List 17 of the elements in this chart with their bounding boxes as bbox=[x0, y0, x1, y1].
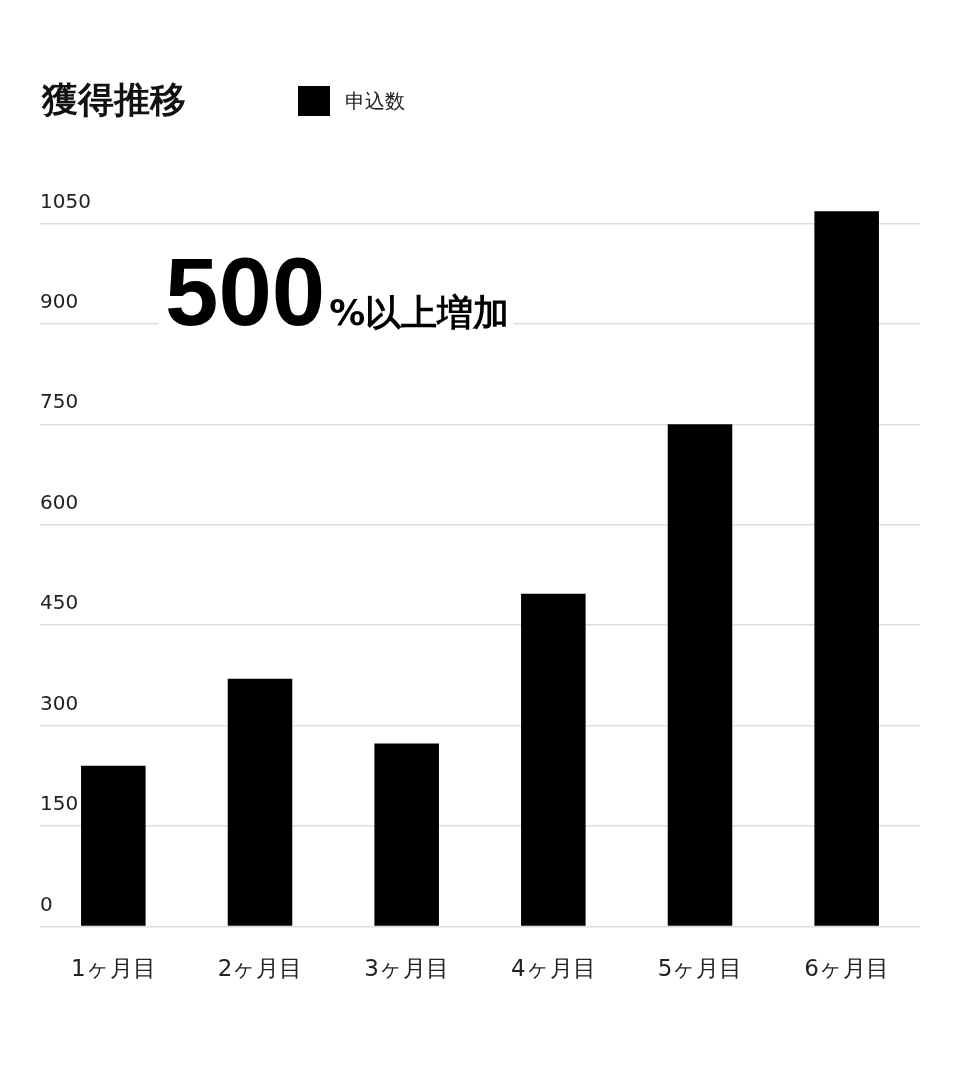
legend-label: 申込数 bbox=[345, 87, 405, 115]
annotation: 500%以上増加 bbox=[165, 238, 510, 345]
x-tick-label: 2ヶ月目 bbox=[217, 955, 303, 982]
x-tick-label: 1ヶ月目 bbox=[71, 955, 156, 982]
y-tick-label: 600 bbox=[40, 489, 79, 514]
x-tick-label: 5ヶ月目 bbox=[657, 955, 743, 982]
chart-title: 獲得推移 bbox=[42, 78, 186, 122]
y-tick-label: 300 bbox=[40, 690, 79, 715]
y-tick-label: 900 bbox=[40, 289, 79, 314]
x-tick-label: 3ヶ月目 bbox=[364, 955, 449, 982]
y-tick-label: 1050 bbox=[40, 188, 91, 213]
x-tick-label: 4ヶ月目 bbox=[511, 955, 596, 982]
x-tick-label: 6ヶ月目 bbox=[804, 955, 889, 982]
y-tick-label: 150 bbox=[40, 791, 79, 816]
y-tick-label: 0 bbox=[40, 891, 53, 916]
y-tick-label: 750 bbox=[40, 389, 79, 414]
y-tick-label: 450 bbox=[40, 590, 79, 615]
